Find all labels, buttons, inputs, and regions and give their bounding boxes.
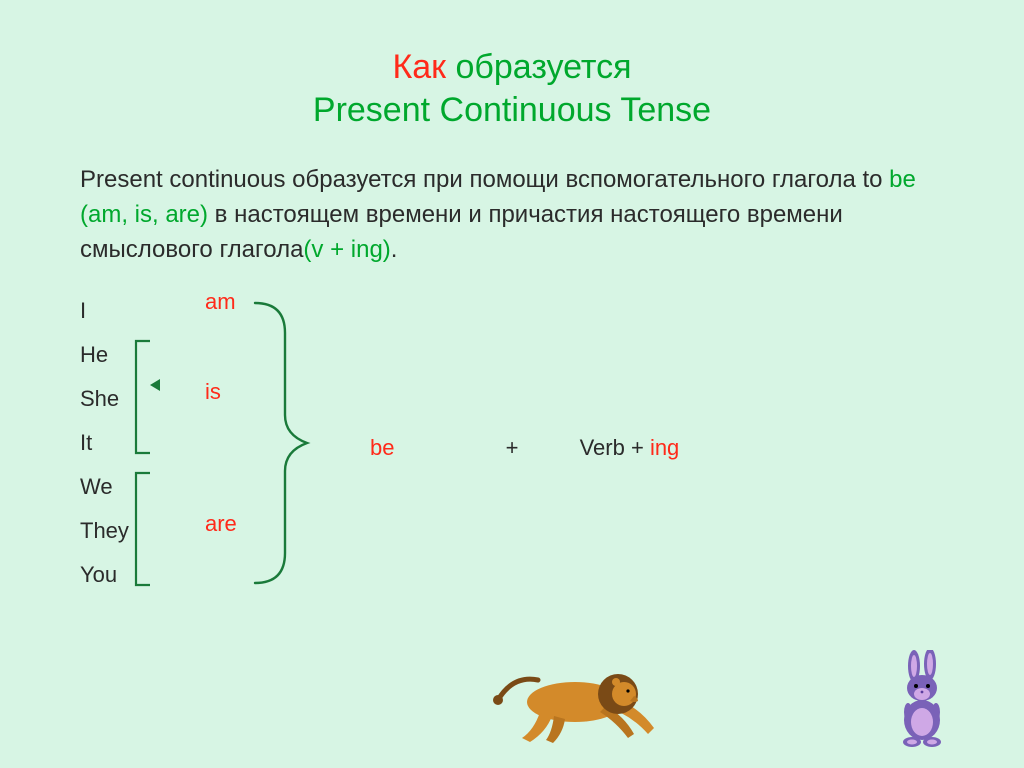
formula: be + Verb + ing	[370, 435, 679, 461]
pronoun-they: They	[80, 509, 129, 553]
bracket-are-icon	[136, 473, 150, 585]
pronoun-she: She	[80, 377, 129, 421]
formula-verb: Verb +	[580, 435, 650, 460]
grammar-block: I He She It We They You am is are be + V…	[0, 289, 1024, 619]
pronoun-you: You	[80, 553, 129, 597]
lion-running-icon	[490, 660, 670, 750]
slide-title: Как образуется Present Continuous Tense	[0, 0, 1024, 131]
pronoun-he: He	[80, 333, 129, 377]
bracket-is-icon	[136, 341, 150, 453]
big-brace-icon	[255, 303, 307, 583]
formula-ing: ing	[650, 435, 679, 460]
title-line-2: Present Continuous Tense	[313, 91, 711, 129]
title-word-1: Как	[392, 48, 446, 86]
desc-part3: .	[391, 236, 398, 263]
title-word-2: образуется	[456, 48, 632, 86]
pronoun-we: We	[80, 465, 129, 509]
desc-green-2: (v + ing)	[303, 236, 390, 263]
pronoun-i: I	[80, 289, 129, 333]
aux-are: are	[205, 511, 237, 537]
aux-am: am	[205, 289, 236, 315]
formula-plus: +	[401, 435, 574, 460]
arrowhead-icon	[150, 379, 160, 391]
formula-be: be	[370, 435, 394, 460]
rabbit-sitting-icon	[890, 650, 960, 750]
pronoun-column: I He She It We They You	[80, 289, 129, 597]
pronoun-it: It	[80, 421, 129, 465]
desc-part1: Present continuous образуется при помощи…	[80, 166, 889, 193]
aux-is: is	[205, 379, 221, 405]
description-paragraph: Present continuous образуется при помощи…	[0, 131, 1024, 267]
